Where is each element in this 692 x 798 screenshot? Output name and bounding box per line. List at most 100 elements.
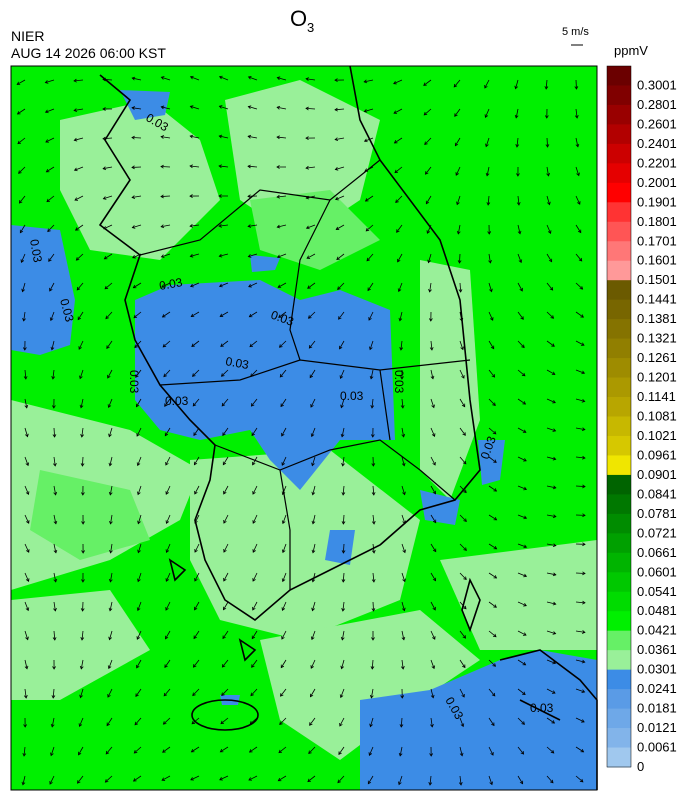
colorbar-bin: [607, 299, 631, 320]
wind-vector-head: [276, 194, 280, 199]
wind-vector: [24, 659, 28, 669]
wind-vector-head: [189, 105, 194, 109]
wind-vector: [220, 717, 229, 725]
colorbar-bin: [607, 513, 631, 534]
wind-vector-head: [160, 135, 165, 139]
wind-vector: [423, 108, 432, 116]
wind-vector: [105, 775, 113, 783]
wind-vector-head: [102, 77, 106, 82]
colorbar-frame: [606, 65, 632, 768]
wind-vector-head: [281, 635, 285, 640]
wind-vector-head: [137, 520, 141, 525]
colorbar-label: 0.0961: [637, 447, 677, 462]
wind-vector-head: [22, 317, 26, 322]
wind-vector: [282, 572, 287, 582]
wind-vector: [484, 79, 490, 89]
wind-vector: [281, 427, 287, 437]
wind-vector-head: [23, 376, 28, 380]
wind-vector-head: [484, 84, 488, 89]
wind-vector-head: [369, 375, 374, 380]
wind-vector-head: [582, 513, 586, 518]
wind-vector: [22, 775, 26, 785]
wind-vector: [219, 165, 229, 168]
wind-vector: [164, 659, 171, 668]
wind-vector: [161, 775, 171, 781]
wind-vector: [81, 427, 84, 437]
wind-vector: [306, 78, 316, 81]
wind-vector-head: [400, 666, 405, 670]
contour-label: 0.03: [27, 238, 45, 264]
wind-vector: [459, 282, 462, 293]
wind-vector-head: [52, 666, 56, 670]
wind-vector: [45, 137, 55, 143]
wind-vector: [309, 340, 316, 349]
wind-vector: [136, 630, 142, 640]
wind-vector-head: [220, 373, 225, 377]
wind-vector: [546, 282, 553, 291]
wind-vector-head: [493, 516, 498, 521]
wind-vector-head: [278, 749, 283, 754]
wind-vector-head: [395, 199, 399, 204]
wind-vector: [546, 195, 550, 205]
wind-vector-head: [310, 636, 315, 641]
wind-vector: [74, 166, 84, 171]
wind-vector: [161, 136, 171, 139]
wind-vector-head: [247, 75, 252, 80]
wind-vector: [223, 514, 229, 524]
wind-vector: [338, 746, 345, 755]
wind-vector: [429, 282, 432, 292]
wind-vector: [279, 340, 287, 348]
wind-vector: [372, 514, 375, 524]
wind-vector-head: [22, 753, 27, 757]
wind-vector: [517, 543, 527, 548]
colorbar-label: 0.2401: [637, 136, 677, 151]
wind-vector-head: [25, 607, 30, 612]
wind-vector-head: [552, 514, 557, 519]
wind-vector: [192, 398, 200, 407]
wind-vector-head: [160, 76, 165, 80]
wind-vector: [252, 572, 258, 582]
wind-vector: [53, 485, 57, 495]
wind-vector: [342, 485, 345, 495]
wind-vector: [136, 659, 142, 669]
wind-vector: [401, 514, 406, 524]
wind-vector: [133, 282, 142, 289]
wind-vector: [75, 224, 84, 231]
title: O: [290, 6, 307, 31]
wind-vector: [190, 76, 200, 81]
title-subscript: 3: [307, 20, 314, 35]
wind-vector-head: [248, 777, 252, 781]
wind-vector: [575, 137, 579, 147]
wind-vector-head: [163, 692, 168, 697]
wind-vector: [194, 572, 200, 582]
wind-vector: [488, 688, 496, 697]
wind-vector-head: [493, 488, 498, 492]
wind-vector-head: [430, 694, 435, 699]
wind-vector-head: [461, 375, 465, 379]
wind-vector-head: [341, 492, 346, 496]
wind-vector-head: [108, 491, 113, 496]
wind-vector: [459, 543, 467, 551]
wind-vector: [248, 76, 258, 81]
wind-vector-head: [402, 549, 406, 554]
wind-vector-head: [189, 134, 194, 139]
wind-vector-head: [581, 719, 585, 723]
wind-vector: [165, 572, 171, 582]
wind-vector-head: [492, 402, 496, 407]
wind-vector: [105, 746, 113, 755]
wind-vector: [575, 601, 585, 604]
wind-vector-head: [402, 578, 406, 583]
coastline: [98, 65, 598, 790]
colorbar-label: 0.2801: [637, 97, 677, 112]
wind-vector-head: [218, 283, 223, 288]
wind-vector: [52, 688, 55, 698]
wind-vector-head: [247, 224, 252, 228]
wind-vector-head: [432, 606, 436, 611]
colorbar-bin: [607, 611, 631, 632]
wind-vector-head: [249, 720, 254, 725]
wind-vector-head: [22, 347, 27, 351]
wind-vector: [342, 572, 345, 583]
wind-vector: [24, 572, 29, 582]
wind-vector: [459, 601, 467, 610]
wind-vector: [109, 456, 113, 466]
